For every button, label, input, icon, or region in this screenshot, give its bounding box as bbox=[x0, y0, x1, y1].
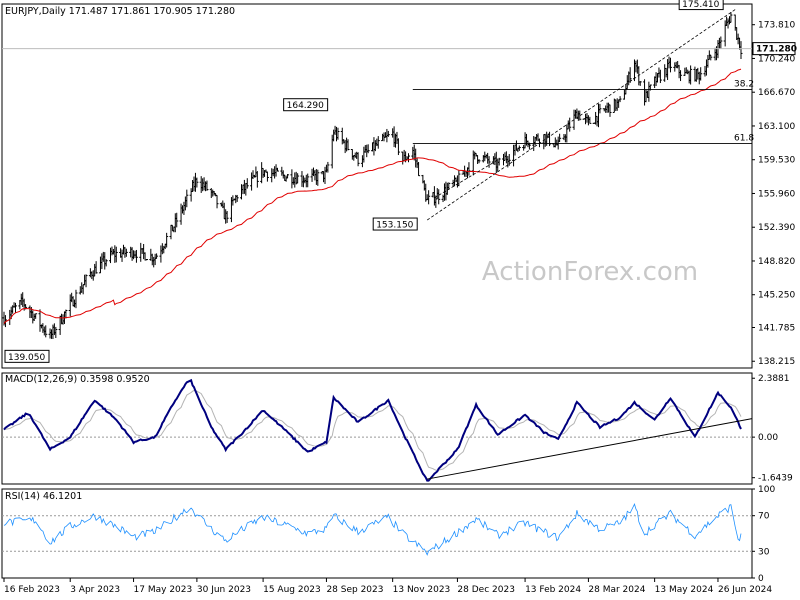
swing-label-box bbox=[372, 217, 418, 231]
price-tick-label: 145.250 bbox=[758, 291, 795, 301]
macd-line bbox=[3, 378, 742, 482]
x-tick-label: 30 Jun 2023 bbox=[197, 585, 251, 595]
panel-frame-1 bbox=[1, 372, 753, 485]
swing-label-box bbox=[283, 98, 329, 112]
current-price-box bbox=[752, 42, 796, 56]
ohlc-close: 171.280 bbox=[196, 6, 235, 17]
swing-label-box bbox=[4, 349, 50, 363]
swing-label: 153.150 bbox=[376, 221, 413, 231]
x-tick-label: 28 Mar 2024 bbox=[588, 585, 645, 595]
panel-frame-0 bbox=[1, 3, 753, 369]
price-tick-label: 152.390 bbox=[758, 223, 795, 233]
macd-tick-label: -1.6439 bbox=[758, 474, 793, 484]
x-tick-label: 16 Feb 2023 bbox=[4, 585, 60, 595]
trend-channel-dashed-lower bbox=[434, 159, 498, 199]
rsi-tick-label: 0 bbox=[758, 574, 764, 584]
moving-average-line bbox=[3, 68, 742, 324]
price-tick-label: 163.100 bbox=[758, 122, 795, 132]
current-price-label: 171.280 bbox=[756, 45, 797, 55]
watermark: ActionForex.com bbox=[482, 257, 698, 287]
x-tick-label: 28 Sep 2023 bbox=[326, 585, 383, 595]
macd-tick-label: 2.3881 bbox=[758, 374, 790, 384]
rsi-panel-title: RSI(14) 46.1201 bbox=[5, 491, 82, 502]
price-tick-label: 166.670 bbox=[758, 88, 795, 98]
x-tick-label: 26 Jun 2024 bbox=[718, 585, 772, 595]
macd-trendline bbox=[427, 418, 753, 480]
x-tick-label: 13 Feb 2024 bbox=[525, 585, 581, 595]
price-tick-label: 155.960 bbox=[758, 189, 795, 199]
price-tick-label: 170.240 bbox=[758, 54, 795, 64]
trend-channel-dashed bbox=[426, 9, 736, 221]
fib-level-label: 38.2 bbox=[734, 80, 754, 90]
price-tick-label: 159.530 bbox=[758, 156, 795, 166]
price-title: EURJPY,Daily bbox=[5, 6, 66, 17]
macd-signal-line bbox=[3, 390, 742, 471]
swing-label: 139.050 bbox=[8, 353, 45, 363]
price-tick-label: 173.810 bbox=[758, 21, 795, 31]
x-tick-label: 15 Aug 2023 bbox=[263, 585, 321, 595]
swing-label: 175.410 bbox=[682, 0, 719, 10]
swing-label: 164.290 bbox=[287, 101, 324, 111]
panel-frame-2 bbox=[1, 488, 753, 579]
x-tick-label: 17 May 2023 bbox=[134, 585, 193, 595]
ohlc-open: 171.487 bbox=[69, 6, 108, 17]
price-tick-label: 148.820 bbox=[758, 257, 795, 267]
price-tick-label: 138.215 bbox=[758, 357, 795, 367]
rsi-tick-label: 70 bbox=[758, 512, 770, 522]
rsi-line bbox=[3, 502, 742, 556]
price-panel-title: EURJPY,Daily 171.487 171.861 170.905 171… bbox=[5, 6, 235, 17]
ohlc-high: 171.861 bbox=[111, 6, 150, 17]
macd-tick-label: 0.00 bbox=[758, 433, 778, 443]
ohlc-low: 170.905 bbox=[153, 6, 192, 17]
rsi-tick-label: 100 bbox=[758, 485, 775, 495]
swing-label-box bbox=[678, 0, 724, 11]
x-tick-label: 3 Apr 2023 bbox=[70, 585, 120, 595]
price-tick-label: 141.785 bbox=[758, 323, 795, 333]
macd-panel-title: MACD(12,26,9) 0.3598 0.9520 bbox=[5, 374, 150, 385]
x-tick-label: 28 Dec 2023 bbox=[457, 585, 515, 595]
rsi-tick-label: 30 bbox=[758, 547, 770, 557]
x-tick-label: 13 May 2024 bbox=[655, 585, 714, 595]
fib-level-label: 61.8 bbox=[734, 133, 754, 143]
x-tick-label: 13 Nov 2023 bbox=[393, 585, 451, 595]
